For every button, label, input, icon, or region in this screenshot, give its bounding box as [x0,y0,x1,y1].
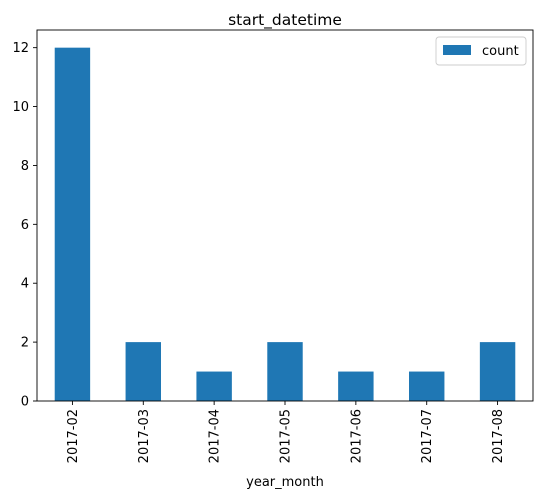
x-tick-label: 2017-03 [137,409,152,463]
bar-2017-06 [338,371,374,401]
y-tick-label: 6 [21,218,29,233]
bar-2017-05 [267,342,303,401]
legend-label: count [482,44,519,59]
x-axis-label: year_month [246,475,324,490]
y-tick-label: 10 [12,100,29,115]
x-tick-label: 2017-08 [491,409,506,463]
chart-title: start_datetime [228,11,342,30]
plot-frame [36,29,534,402]
y-tick-label: 0 [21,395,29,410]
legend-box [435,36,527,66]
y-tick-label: 8 [21,159,29,174]
legend-swatch [443,45,471,55]
bar-2017-02 [54,47,91,402]
x-axis: 2017-02 2017-03 2017-04 2017-05 2017-06 2017-… [66,401,506,463]
bars-group [54,47,516,402]
x-tick-label: 2017-06 [349,409,364,463]
bar-2017-04 [196,371,232,401]
y-tick-label: 4 [21,277,29,292]
y-tick-label: 12 [12,41,29,56]
legend: count [435,36,527,66]
x-tick-label: 2017-04 [208,409,223,463]
bar-2017-08 [479,342,516,401]
y-tick-label: 2 [21,336,29,351]
bar-2017-07 [409,371,445,401]
x-tick-label: 2017-05 [279,409,294,463]
bar-2017-03 [125,342,161,401]
x-tick-label: 2017-02 [66,409,81,463]
x-tick-label: 2017-07 [420,409,435,463]
y-axis: 0 2 4 6 8 10 12 [12,41,37,410]
